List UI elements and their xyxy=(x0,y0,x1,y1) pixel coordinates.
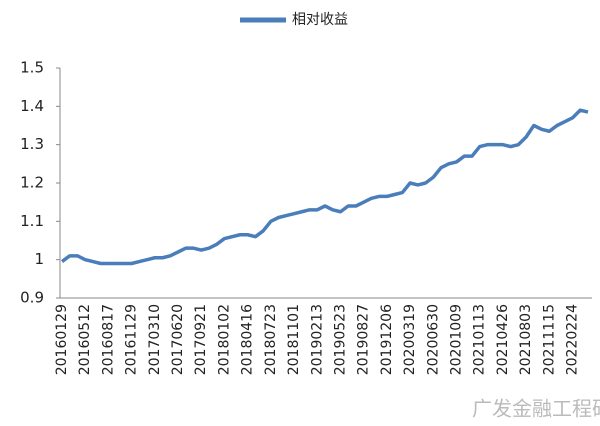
x-tick-label: 20160129 xyxy=(54,304,70,375)
x-tick-label: 20190213 xyxy=(309,304,325,375)
x-tick-label: 20180102 xyxy=(216,304,232,375)
x-tick-label: 20160817 xyxy=(100,304,116,375)
x-tick-label: 20211115 xyxy=(541,304,557,375)
y-tick-label: 1 xyxy=(34,250,44,268)
x-tick-label: 20170310 xyxy=(147,304,163,375)
x-tick-label: 20200630 xyxy=(425,304,441,375)
x-tick-label: 20210113 xyxy=(472,304,488,375)
x-tick-label: 20210803 xyxy=(518,304,534,375)
legend-label: 相对收益 xyxy=(292,12,348,28)
y-tick-label: 1.4 xyxy=(20,97,44,115)
y-tick-label: 1.1 xyxy=(20,212,44,230)
x-tick-label: 20191206 xyxy=(379,304,395,375)
x-tick-label: 20190523 xyxy=(332,304,348,375)
y-tick-label: 0.9 xyxy=(20,289,44,307)
y-tick-label: 1.5 xyxy=(20,59,44,77)
x-tick-label: 20170620 xyxy=(170,304,186,375)
watermark: 广发金融工程研究 xyxy=(472,397,600,421)
x-tick-label: 20180416 xyxy=(240,304,256,375)
x-tick-label: 20180723 xyxy=(263,304,279,375)
x-tick-label: 20210426 xyxy=(495,304,511,375)
x-tick-label: 20160512 xyxy=(77,304,93,375)
x-tick-label: 20161129 xyxy=(124,304,140,375)
x-tick-label: 20201009 xyxy=(449,304,465,375)
x-tick-label: 20200319 xyxy=(402,304,418,375)
x-tick-label: 20220224 xyxy=(565,304,581,375)
data-line xyxy=(60,108,589,266)
y-tick-label: 1.2 xyxy=(20,174,44,192)
x-tick-label: 20181101 xyxy=(286,304,302,375)
y-tick-label: 1.3 xyxy=(20,135,44,153)
x-tick-label: 20190827 xyxy=(356,304,372,375)
x-tick-label: 20170921 xyxy=(193,304,209,375)
